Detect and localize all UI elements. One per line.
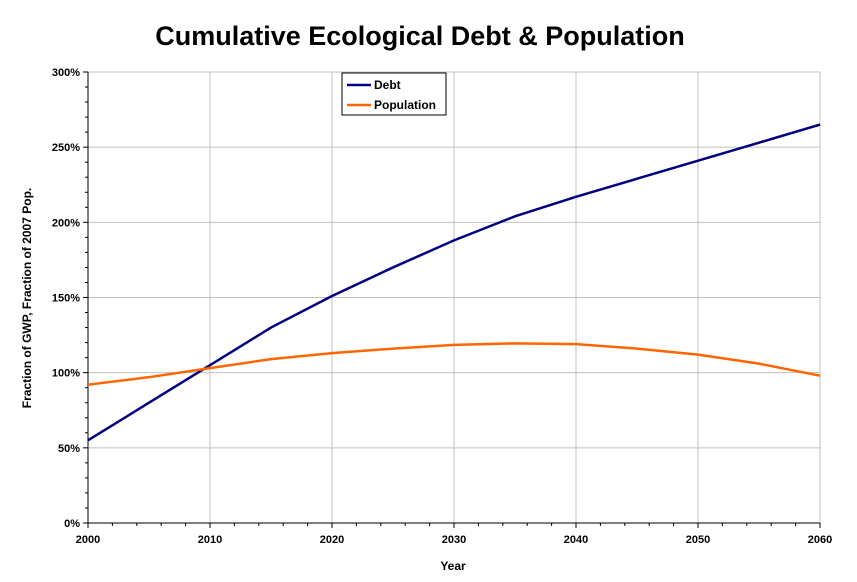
x-tick-label: 2050 [686, 534, 710, 546]
x-tick-label: 2040 [564, 534, 588, 546]
y-tick-label: 150% [52, 293, 80, 305]
x-tick-label: 2060 [808, 534, 832, 546]
gridlines [88, 71, 821, 523]
y-tick-label: 50% [58, 443, 80, 455]
y-tick-label: 300% [52, 67, 80, 79]
x-tick-label: 2030 [442, 534, 466, 546]
x-tick-label: 2020 [320, 534, 344, 546]
legend-box [341, 72, 447, 116]
legend-label-population: Population [374, 98, 436, 112]
y-tick-label: 0% [64, 518, 80, 530]
x-axis-label: Year [440, 559, 466, 573]
axes: 0% 50% 100% 150% 200% 250% 300% 2000 2010 2020 203… [52, 67, 832, 546]
y-tick-label: 100% [52, 368, 80, 380]
y-tick-label: 200% [52, 217, 80, 229]
x-tick-label: 2000 [76, 534, 100, 546]
series-lines [87, 123, 821, 442]
y-tick-label: 250% [52, 142, 80, 154]
chart-title: Cumulative Ecological Debt & Population [155, 21, 685, 51]
legend: Debt Population [341, 72, 447, 116]
legend-label-debt: Debt [374, 78, 401, 92]
y-axis-label: Fraction of GWP, Fraction of 2007 Pop. [20, 188, 34, 408]
x-tick-label: 2010 [198, 534, 222, 546]
